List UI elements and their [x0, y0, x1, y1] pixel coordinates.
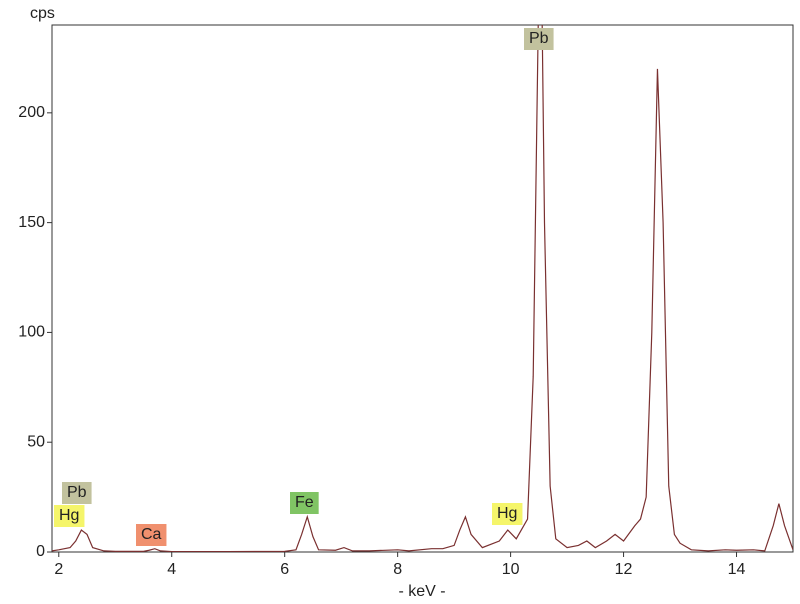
- peak-label-box: [54, 505, 85, 527]
- x-tick-label: 14: [728, 561, 746, 578]
- x-tick-label: 2: [54, 561, 63, 578]
- peak-label-text: Hg: [59, 507, 79, 524]
- peak-label: Pb: [62, 482, 92, 504]
- x-tick-label: 4: [167, 561, 176, 578]
- peak-label-box: [62, 482, 92, 504]
- peak-label-box: [290, 492, 319, 514]
- peak-label-box: [136, 524, 167, 546]
- peak-label: Hg: [54, 505, 85, 527]
- peak-label: Pb: [524, 28, 554, 50]
- x-tick-label: 8: [393, 561, 402, 578]
- y-tick-label: 100: [18, 324, 45, 341]
- y-tick-label: 200: [18, 104, 45, 121]
- peak-label-text: Pb: [67, 484, 87, 501]
- y-tick-label: 0: [36, 543, 45, 560]
- peak-label: Ca: [136, 524, 167, 546]
- x-tick-label: 6: [280, 561, 289, 578]
- y-tick-label: 50: [27, 433, 45, 450]
- y-tick-label: 150: [18, 214, 45, 231]
- peak-label-box: [492, 503, 523, 525]
- peak-label-box: [524, 28, 554, 50]
- x-tick-label: 12: [615, 561, 633, 578]
- y-axis-label: cps: [30, 5, 55, 22]
- peak-label-text: Ca: [141, 526, 162, 543]
- peak-label-text: Hg: [497, 505, 517, 522]
- peak-label-text: Fe: [295, 494, 314, 511]
- peak-label: Fe: [290, 492, 319, 514]
- spectrum-line: [52, 25, 793, 552]
- plot-frame: [51, 24, 794, 553]
- x-axis-label: - keV -: [398, 583, 445, 600]
- peak-label-text: Pb: [529, 30, 549, 47]
- x-tick-label: 10: [502, 561, 520, 578]
- peak-label: Hg: [492, 503, 523, 525]
